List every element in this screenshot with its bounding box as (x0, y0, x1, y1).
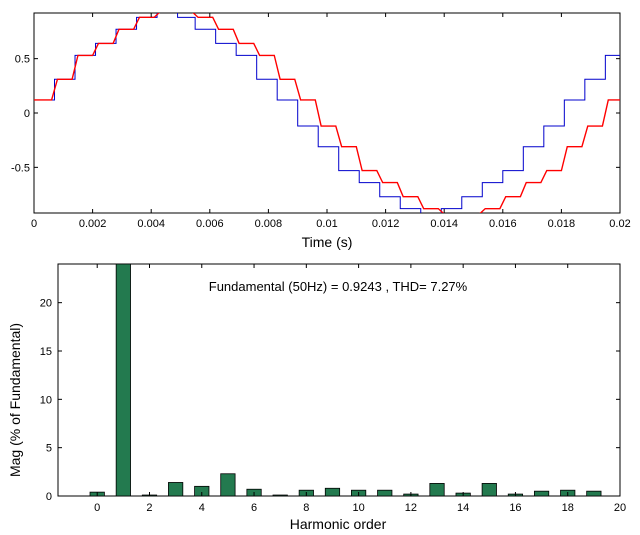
waveform-series-group (34, 13, 620, 213)
spectrum-bar-15 (481, 483, 497, 497)
waveform-x-tick-label: 0.012 (372, 218, 400, 230)
waveform-x-axis-label: Time (s) (302, 234, 353, 250)
waveform-x-tick-label: 0.002 (79, 218, 107, 230)
waveform-plot: 0 0.002 0.004 0.006 0.008 0.01 0.012 0.014 0.016… (11, 12, 631, 250)
spectrum-bar-7 (272, 494, 288, 497)
waveform-y-tick-label: 0.5 (15, 54, 30, 66)
waveform-y-tick-label: 0 (24, 108, 30, 120)
spectrum-x-tick-label: 0 (94, 502, 100, 514)
spectrum-y-axis-label: Mag (% of Fundamental) (7, 323, 23, 477)
spectrum-x-tick-label: 14 (457, 502, 469, 514)
waveform-x-tick-label: 0 (31, 218, 37, 230)
waveform-x-ticks: 0 0.002 0.004 0.006 0.008 0.01 0.012 0.014 0.016… (31, 13, 631, 230)
spectrum-x-tick-label: 20 (614, 502, 626, 514)
spectrum-x-tick-label: 6 (251, 502, 257, 514)
spectrum-axes-box (57, 263, 621, 497)
spectrum-x-tick-label: 12 (405, 502, 417, 514)
spectrum-x-tick-label: 4 (199, 502, 205, 514)
spectrum-x-tick-label: 16 (509, 502, 521, 514)
spectrum-x-tick-label: 10 (352, 502, 364, 514)
waveform-x-tick-label: 0.016 (489, 218, 517, 230)
waveform-x-tick-label: 0.006 (196, 218, 224, 230)
waveform-x-tick-label: 0.014 (430, 218, 458, 230)
waveform-y-ticks: 0.5 0 -0.5 (11, 54, 620, 174)
waveform-x-tick-label: 0.008 (255, 218, 283, 230)
spectrum-bar-9 (324, 487, 341, 497)
spectrum-y-tick-label: 15 (40, 346, 52, 358)
spectrum-bar-5 (220, 473, 236, 497)
spectrum-bar-17 (533, 490, 550, 497)
waveform-axes-box (33, 12, 621, 214)
spectrum-y-tick-label: 0 (46, 491, 52, 503)
waveform-series-2 (34, 13, 620, 213)
spectrum-bar-13 (429, 483, 445, 497)
waveform-x-tick-label: 0.018 (548, 218, 576, 230)
spectrum-plot: 0 2 4 6 8 10 12 14 16 18 20 0 5 10 15 20 Fundamental (… (7, 263, 626, 532)
spectrum-x-ticks: 0 2 4 6 8 10 12 14 16 18 20 (94, 264, 626, 514)
spectrum-x-tick-label: 18 (562, 502, 574, 514)
waveform-x-tick-label: 0.004 (137, 218, 165, 230)
spectrum-y-ticks: 0 5 10 15 20 (40, 298, 620, 503)
spectrum-y-tick-label: 10 (40, 394, 52, 406)
spectrum-bar-11 (377, 489, 393, 497)
spectrum-bar-3 (168, 482, 184, 497)
spectrum-x-axis-label: Harmonic order (290, 516, 387, 532)
spectrum-title: Fundamental (50Hz) = 0.9243 , THD= 7.27% (209, 279, 468, 294)
waveform-x-tick-label: 0.02 (609, 218, 630, 230)
waveform-y-tick-label: -0.5 (11, 162, 30, 174)
spectrum-y-tick-label: 5 (46, 443, 52, 455)
spectrum-x-tick-label: 2 (146, 502, 152, 514)
spectrum-bar-19 (586, 490, 602, 497)
spectrum-bar-1 (115, 263, 131, 497)
spectrum-y-tick-label: 20 (40, 298, 52, 310)
spectrum-x-tick-label: 8 (303, 502, 309, 514)
waveform-x-tick-label: 0.01 (316, 218, 337, 230)
